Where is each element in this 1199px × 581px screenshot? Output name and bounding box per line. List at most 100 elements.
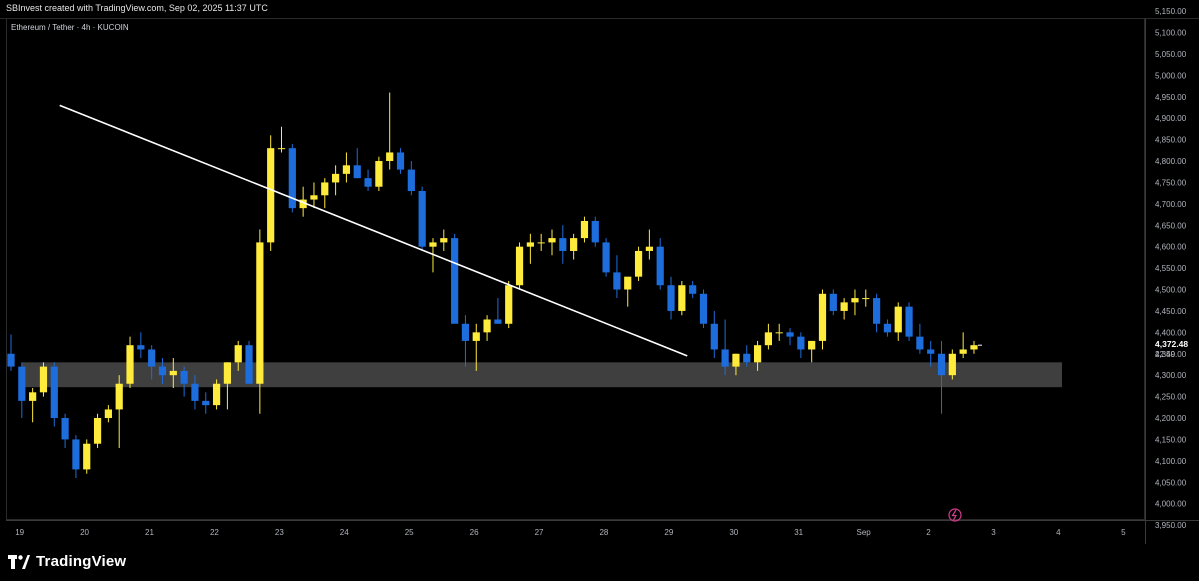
candle: [332, 165, 340, 196]
candle-body: [678, 285, 686, 311]
candle-body: [332, 173, 340, 183]
time-tick-label: 21: [145, 528, 154, 537]
price-tick-label: 4,200.00: [1155, 414, 1187, 423]
candle-body: [667, 285, 675, 311]
candle: [61, 413, 69, 448]
support-zone[interactable]: [22, 362, 1062, 388]
candle: [212, 379, 221, 410]
candle-body: [721, 349, 729, 367]
tradingview-logo[interactable]: TradingView: [8, 553, 126, 570]
price-tick-label: 4,400.00: [1155, 328, 1187, 337]
candle-body: [743, 353, 751, 363]
candle-body: [818, 293, 827, 341]
candle: [429, 238, 437, 273]
candle-body: [862, 298, 870, 300]
tradingview-logo-text: TradingView: [36, 553, 127, 570]
candle: [721, 319, 729, 376]
candle-body: [905, 306, 913, 337]
time-tick-label: 25: [405, 528, 414, 537]
price-tick-label: 4,500.00: [1155, 286, 1187, 295]
candle: [818, 289, 827, 350]
candle-body: [29, 392, 37, 401]
time-tick-label: 4: [1056, 528, 1061, 537]
candle-body: [634, 250, 643, 277]
candle-body: [548, 238, 556, 243]
candle: [483, 315, 491, 341]
candle-body: [256, 242, 264, 384]
time-axis[interactable]: [6, 520, 1145, 544]
flash-icon-bolt: [951, 509, 958, 521]
candle: [515, 242, 524, 290]
price-tick-label: 4,300.00: [1155, 371, 1187, 380]
last-price-label: 4,372.48: [1155, 339, 1188, 349]
candle-body: [288, 148, 296, 209]
candle: [624, 276, 632, 307]
price-tick-label: 4,350.00: [1155, 350, 1187, 359]
candle-body: [948, 353, 956, 376]
time-tick-label: 3: [991, 528, 996, 537]
candle: [764, 323, 772, 350]
candle-body: [342, 165, 351, 174]
candle-body: [483, 319, 491, 333]
candle: [396, 148, 405, 174]
candle: [916, 323, 924, 354]
candle-body: [191, 383, 199, 401]
candle-body: [797, 336, 805, 350]
candle-body: [321, 182, 329, 196]
candle: [202, 392, 210, 414]
candle: [808, 340, 816, 363]
candle-body: [840, 302, 848, 311]
flash-icon[interactable]: [948, 508, 962, 522]
candle-body: [959, 349, 967, 354]
chart-pane[interactable]: [6, 18, 1145, 520]
time-tick-label: 5: [1121, 528, 1126, 537]
plot-area: [7, 92, 1062, 478]
candle-body: [386, 152, 394, 162]
candle-body: [364, 178, 372, 187]
candle: [732, 353, 740, 376]
candle: [959, 332, 967, 359]
candle-body: [407, 169, 415, 192]
candle: [710, 310, 718, 359]
candle: [256, 229, 264, 414]
trendline[interactable]: [59, 104, 688, 357]
candle-body: [461, 323, 470, 341]
tradingview-logo-icon: [8, 554, 30, 569]
time-tick-label: 31: [794, 528, 803, 537]
candle-body: [526, 242, 534, 247]
candle: [18, 362, 26, 419]
candle: [753, 340, 762, 371]
candle-body: [537, 242, 545, 244]
price-tick-label: 4,700.00: [1155, 200, 1187, 209]
candle-body: [645, 246, 653, 251]
candle-body: [83, 443, 91, 470]
candle-body: [894, 306, 902, 333]
candle-body: [699, 293, 708, 324]
candle-body: [418, 191, 426, 247]
candle-body: [753, 345, 762, 363]
candle-body: [764, 332, 772, 346]
candle: [905, 302, 913, 341]
candle-body: [277, 148, 286, 150]
candle: [267, 135, 275, 251]
time-tick-label: 27: [535, 528, 544, 537]
candle: [342, 152, 351, 183]
candle: [137, 332, 145, 359]
candle: [970, 340, 978, 354]
candle: [613, 255, 621, 299]
candle: [234, 340, 242, 371]
price-tick-label: 3,950.00: [1155, 521, 1187, 530]
candle-body: [212, 383, 221, 406]
price-tick-label: 4,600.00: [1155, 243, 1187, 252]
price-tick-label: 4,100.00: [1155, 457, 1187, 466]
candle-body: [115, 383, 123, 410]
candle: [883, 319, 892, 337]
axis-corner: [1145, 520, 1199, 544]
candle: [93, 413, 102, 448]
candle-body: [234, 345, 242, 363]
price-tick-label: 4,950.00: [1155, 93, 1187, 102]
candle-body: [580, 220, 589, 239]
candle-body: [72, 439, 80, 470]
price-axis[interactable]: [1145, 18, 1199, 520]
candle: [678, 280, 686, 316]
